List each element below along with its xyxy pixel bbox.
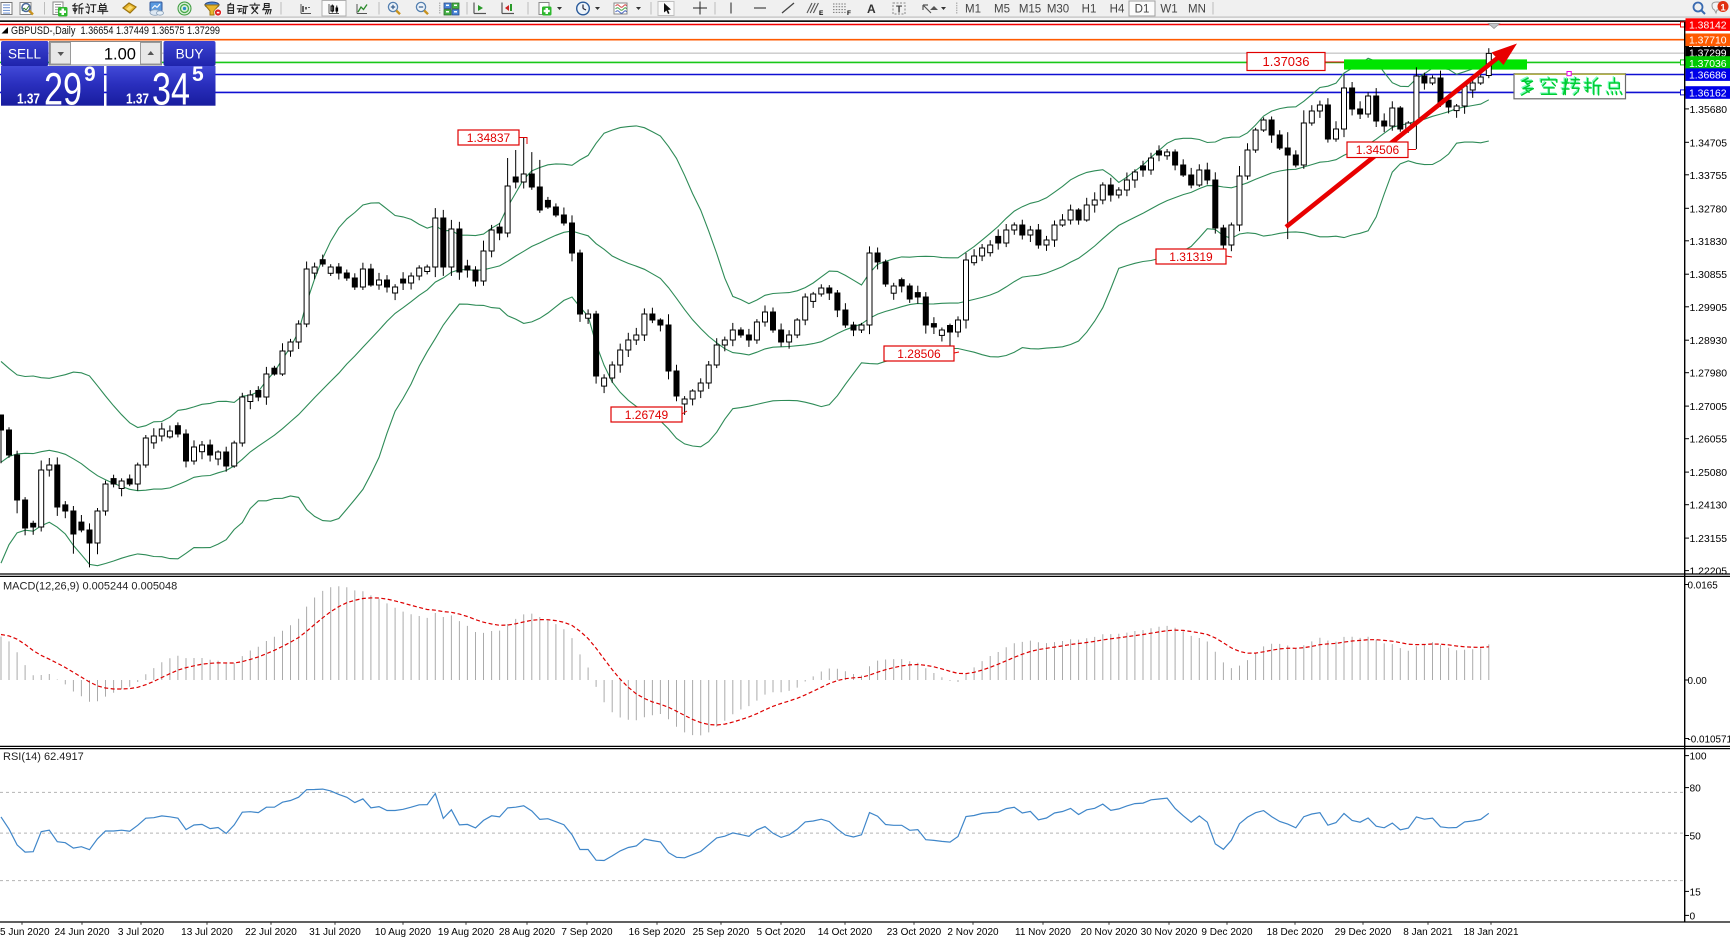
svg-text:1.31319: 1.31319 bbox=[1169, 250, 1213, 264]
svg-text:10 Aug 2020: 10 Aug 2020 bbox=[375, 927, 432, 938]
svg-text:1.23155: 1.23155 bbox=[1690, 534, 1728, 545]
svg-text:MN: MN bbox=[1188, 4, 1206, 16]
svg-text:1.33755: 1.33755 bbox=[1690, 171, 1728, 182]
svg-text:9 Dec 2020: 9 Dec 2020 bbox=[1201, 927, 1253, 938]
svg-text:22 Jul 2020: 22 Jul 2020 bbox=[245, 927, 297, 938]
svg-text:GBPUSD-,Daily 1.36654 1.37449: GBPUSD-,Daily 1.36654 1.37449 1.36575 1.… bbox=[11, 25, 220, 37]
svg-text:H1: H1 bbox=[1082, 4, 1097, 16]
svg-text:16 Sep 2020: 16 Sep 2020 bbox=[629, 927, 686, 938]
svg-text:11 Nov 2020: 11 Nov 2020 bbox=[1015, 927, 1071, 938]
svg-text:20 Nov 2020: 20 Nov 2020 bbox=[1081, 927, 1138, 938]
svg-text:50: 50 bbox=[1690, 832, 1702, 843]
svg-text:3 Jul 2020: 3 Jul 2020 bbox=[118, 927, 165, 938]
svg-text:1.27005: 1.27005 bbox=[1690, 402, 1728, 413]
svg-text:1.00: 1.00 bbox=[104, 46, 136, 64]
svg-text:8 Jan 2021: 8 Jan 2021 bbox=[1403, 927, 1453, 938]
svg-text:19 Aug 2020: 19 Aug 2020 bbox=[438, 927, 495, 938]
svg-text:23 Oct 2020: 23 Oct 2020 bbox=[887, 927, 942, 938]
svg-text:RSI(14) 62.4917: RSI(14) 62.4917 bbox=[3, 751, 84, 763]
svg-text:18 Dec 2020: 18 Dec 2020 bbox=[1267, 927, 1324, 938]
svg-text:1: 1 bbox=[1720, 3, 1726, 14]
svg-text:A: A bbox=[867, 2, 876, 16]
svg-text:2 Nov 2020: 2 Nov 2020 bbox=[947, 927, 999, 938]
svg-text:F: F bbox=[847, 10, 851, 17]
svg-text:13 Jul 2020: 13 Jul 2020 bbox=[181, 927, 233, 938]
svg-text:1.37299: 1.37299 bbox=[1689, 49, 1727, 60]
svg-text:100: 100 bbox=[1690, 752, 1707, 763]
svg-text:0.0165: 0.0165 bbox=[1688, 580, 1719, 591]
svg-text:1.35680: 1.35680 bbox=[1690, 105, 1728, 116]
svg-text:1.32780: 1.32780 bbox=[1690, 204, 1728, 215]
svg-text:M30: M30 bbox=[1047, 4, 1069, 16]
svg-text:5: 5 bbox=[192, 63, 204, 86]
svg-text:18 Jan 2021: 18 Jan 2021 bbox=[1463, 927, 1518, 938]
svg-text:1.31830: 1.31830 bbox=[1690, 237, 1728, 248]
svg-text:0: 0 bbox=[1690, 911, 1696, 922]
svg-text:1.37036: 1.37036 bbox=[1689, 59, 1727, 70]
svg-text:28 Aug 2020: 28 Aug 2020 bbox=[499, 927, 556, 938]
svg-text:34: 34 bbox=[152, 64, 190, 115]
svg-text:9: 9 bbox=[84, 63, 96, 86]
svg-text:24 Jun 2020: 24 Jun 2020 bbox=[54, 927, 109, 938]
svg-text:M5: M5 bbox=[994, 4, 1010, 16]
svg-text:H4: H4 bbox=[1110, 4, 1125, 16]
svg-text:0.00: 0.00 bbox=[1688, 676, 1708, 687]
svg-text:1.37710: 1.37710 bbox=[1689, 36, 1727, 47]
svg-text:MACD(12,26,9) 0.005244 0.00504: MACD(12,26,9) 0.005244 0.005048 bbox=[3, 581, 177, 593]
svg-text:1.26749: 1.26749 bbox=[625, 408, 669, 422]
svg-text:30 Nov 2020: 30 Nov 2020 bbox=[1141, 927, 1198, 938]
svg-text:1.37036: 1.37036 bbox=[1263, 54, 1310, 69]
svg-text:31 Jul 2020: 31 Jul 2020 bbox=[309, 927, 361, 938]
svg-text:1.28506: 1.28506 bbox=[897, 347, 941, 361]
svg-text:T: T bbox=[896, 5, 902, 16]
svg-text:1.34506: 1.34506 bbox=[1356, 143, 1400, 157]
svg-text:7 Sep 2020: 7 Sep 2020 bbox=[561, 927, 613, 938]
svg-text:29 Dec 2020: 29 Dec 2020 bbox=[1335, 927, 1392, 938]
svg-text:W1: W1 bbox=[1160, 4, 1177, 16]
svg-text:1.22205: 1.22205 bbox=[1690, 567, 1728, 578]
svg-text:1.34705: 1.34705 bbox=[1690, 138, 1728, 149]
svg-text:1.34837: 1.34837 bbox=[467, 131, 511, 145]
svg-text:1.24130: 1.24130 bbox=[1690, 501, 1728, 512]
svg-text:1.36162: 1.36162 bbox=[1689, 88, 1727, 99]
svg-text:1.29905: 1.29905 bbox=[1690, 303, 1728, 314]
svg-text:1.26055: 1.26055 bbox=[1690, 435, 1728, 446]
svg-text:1.37: 1.37 bbox=[126, 91, 149, 108]
svg-text:29: 29 bbox=[44, 64, 82, 115]
svg-text:1.28930: 1.28930 bbox=[1690, 336, 1728, 347]
svg-text:15 Jun 2020: 15 Jun 2020 bbox=[0, 927, 50, 938]
svg-text:M1: M1 bbox=[965, 4, 981, 16]
svg-text:BUY: BUY bbox=[176, 47, 204, 62]
svg-text:M15: M15 bbox=[1019, 4, 1041, 16]
svg-text:-0.010571: -0.010571 bbox=[1688, 734, 1730, 745]
svg-text:14 Oct 2020: 14 Oct 2020 bbox=[818, 927, 873, 938]
svg-text:E: E bbox=[819, 10, 824, 17]
svg-text:1.36686: 1.36686 bbox=[1689, 71, 1727, 82]
svg-text:80: 80 bbox=[1690, 784, 1702, 795]
svg-text:25 Sep 2020: 25 Sep 2020 bbox=[693, 927, 750, 938]
svg-text:5 Oct 2020: 5 Oct 2020 bbox=[757, 927, 806, 938]
svg-text:1.27980: 1.27980 bbox=[1690, 369, 1728, 380]
svg-text:15: 15 bbox=[1690, 887, 1702, 898]
svg-text:D1: D1 bbox=[1135, 4, 1150, 16]
svg-text:1.25080: 1.25080 bbox=[1690, 468, 1728, 479]
svg-text:1.30855: 1.30855 bbox=[1690, 270, 1728, 281]
svg-text:1.38142: 1.38142 bbox=[1689, 21, 1727, 32]
svg-text:1.37: 1.37 bbox=[17, 91, 40, 108]
svg-text:SELL: SELL bbox=[8, 47, 42, 62]
